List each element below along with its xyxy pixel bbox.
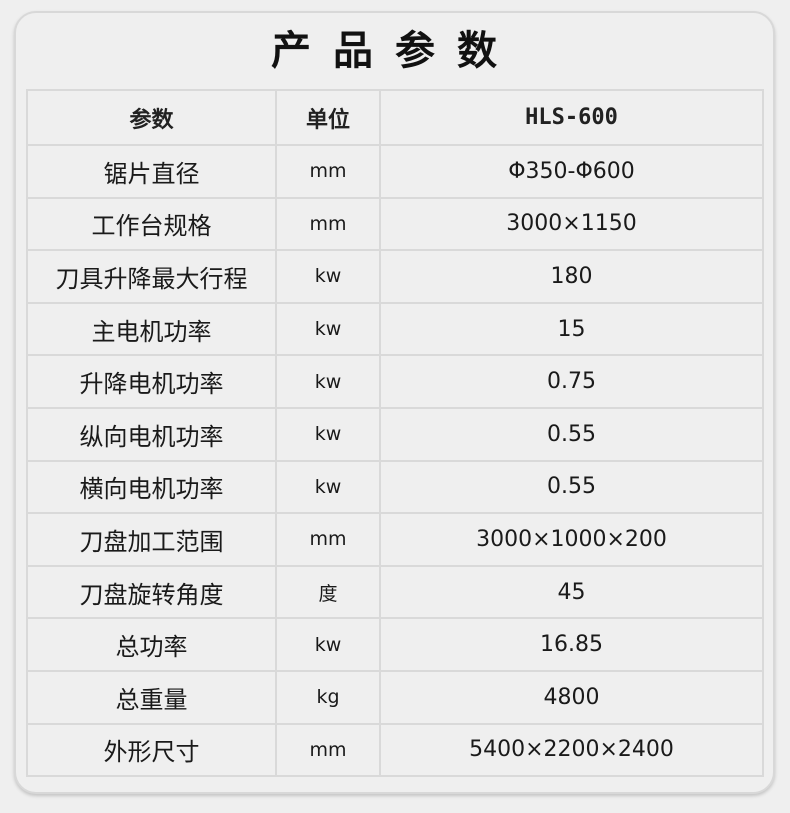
unit-cell: kg <box>275 669 381 725</box>
value-cell: 3000×1150 <box>379 196 764 252</box>
value-cell: 0.55 <box>379 459 764 515</box>
table-row: 工作台规格 mm 3000×1150 <box>26 196 764 252</box>
value-cell: 0.75 <box>379 354 764 409</box>
spec-table: 参数 单位 HLS-600 锯片直径 mm Φ350-Φ600 工作台规格 mm 3000… <box>26 89 764 778</box>
param-cell: 纵向电机功率 <box>26 406 277 462</box>
table-row: 横向电机功率 kw 0.55 <box>26 459 764 515</box>
table-row: 纵向电机功率 kw 0.55 <box>26 406 764 462</box>
param-cell: 总重量 <box>26 669 277 725</box>
header-param: 参数 <box>26 89 277 146</box>
param-cell: 刀盘旋转角度 <box>26 564 277 620</box>
value-cell: 15 <box>379 301 764 357</box>
param-cell: 锯片直径 <box>26 144 277 199</box>
value-cell: 3000×1000×200 <box>379 512 764 567</box>
value-cell: 180 <box>379 249 764 304</box>
table-header-row: 参数 单位 HLS-600 <box>26 89 764 146</box>
value-cell: 4800 <box>379 669 764 725</box>
header-model: HLS-600 <box>379 89 764 146</box>
table-row: 锯片直径 mm Φ350-Φ600 <box>26 144 764 199</box>
param-cell: 主电机功率 <box>26 301 277 357</box>
param-cell: 工作台规格 <box>26 196 277 252</box>
unit-cell: 度 <box>275 564 381 620</box>
header-unit: 单位 <box>275 89 381 146</box>
value-cell: 16.85 <box>379 617 764 672</box>
table-row: 刀盘旋转角度度 45 <box>26 564 764 620</box>
unit-cell: kw <box>275 301 381 357</box>
param-cell: 升降电机功率 <box>26 354 277 409</box>
unit-cell: mm <box>275 196 381 252</box>
table-row: 主电机功率 kw 15 <box>26 301 764 357</box>
unit-cell: kw <box>275 249 381 304</box>
unit-cell: kw <box>275 617 381 672</box>
table-row: 总重量 kg 4800 <box>26 669 764 725</box>
value-cell: 0.55 <box>379 406 764 462</box>
param-cell: 总功率 <box>26 617 277 672</box>
table-row: 外形尺寸 mm 5400×2200×2400 <box>26 722 764 778</box>
unit-cell: kw <box>275 354 381 409</box>
table-row: 刀盘加工范围 mm 3000×1000×200 <box>26 512 764 567</box>
param-cell: 刀盘加工范围 <box>26 512 277 567</box>
param-cell: 刀具升降最大行程 <box>26 249 277 304</box>
unit-cell: kw <box>275 406 381 462</box>
param-cell: 外形尺寸 <box>26 722 277 778</box>
table-row: 刀具升降最大行程 kw 180 <box>26 249 764 304</box>
param-cell: 横向电机功率 <box>26 459 277 515</box>
table-row: 总功率 kw 16.85 <box>26 617 764 672</box>
unit-cell: kw <box>275 459 381 515</box>
unit-cell: mm <box>275 144 381 199</box>
value-cell: 5400×2200×2400 <box>379 722 764 778</box>
page-title: 产品参数 <box>271 28 519 74</box>
table-row: 升降电机功率 kw 0.75 <box>26 354 764 409</box>
value-cell: 45 <box>379 564 764 620</box>
unit-cell: mm <box>275 722 381 778</box>
value-cell: Φ350-Φ600 <box>379 144 764 199</box>
unit-cell: mm <box>275 512 381 567</box>
